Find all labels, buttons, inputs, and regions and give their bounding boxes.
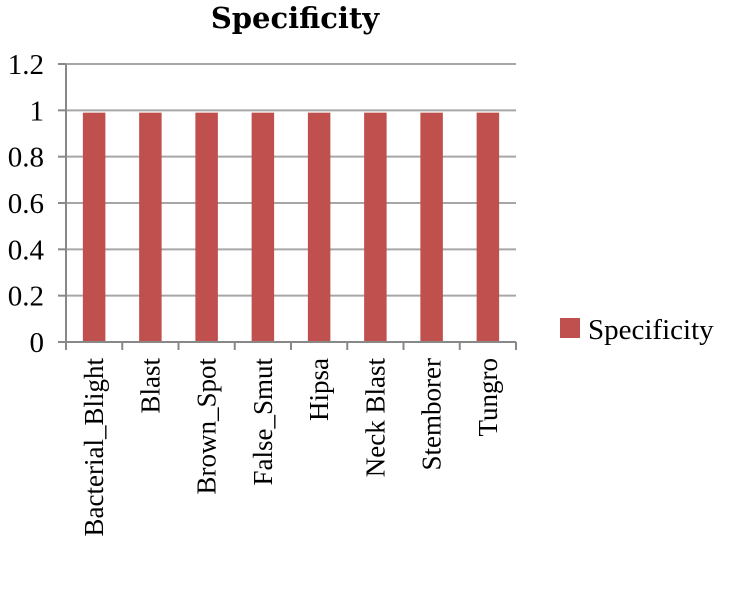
legend-swatch (560, 318, 580, 338)
legend-label: Specificity (588, 314, 714, 346)
x-tick-label: False_Smut (248, 358, 278, 486)
y-tick-label: 0.2 (8, 281, 44, 313)
y-tick-label: 0.8 (8, 142, 44, 174)
x-tick-label: Hipsa (304, 358, 334, 421)
bar (476, 112, 500, 343)
bar (251, 112, 275, 343)
x-tick-label: Bacterial_Blight (79, 358, 109, 537)
bar (307, 112, 331, 343)
x-tick-label: Brown_Spot (192, 358, 222, 495)
bar (420, 112, 443, 343)
y-tick-label: 1.2 (8, 49, 44, 81)
x-tick-label: Stemborer (417, 358, 447, 470)
bars (82, 112, 500, 343)
y-tick-label: 1 (30, 95, 45, 127)
bar (139, 112, 162, 343)
x-axis-labels: Bacterial_Blight Blast Brown_Spot False_Smu… (79, 358, 503, 537)
bar (364, 112, 387, 343)
y-tick-label: 0.6 (8, 188, 44, 220)
legend: Specificity (560, 314, 714, 346)
y-axis-ticks: 0 0.2 0.4 0.6 0.8 1 1.2 (8, 49, 66, 359)
y-tick-label: 0.4 (8, 234, 45, 266)
y-tick-label: 0 (30, 327, 45, 359)
chart-title: Specificity (211, 1, 380, 35)
x-tick-label: Neck Blast (360, 358, 390, 478)
x-tick-label: Blast (135, 358, 165, 414)
axes (65, 64, 517, 350)
bar (195, 112, 218, 343)
grid-lines (66, 63, 516, 297)
x-tick-label: Tungro (473, 358, 503, 437)
bar (82, 112, 106, 343)
